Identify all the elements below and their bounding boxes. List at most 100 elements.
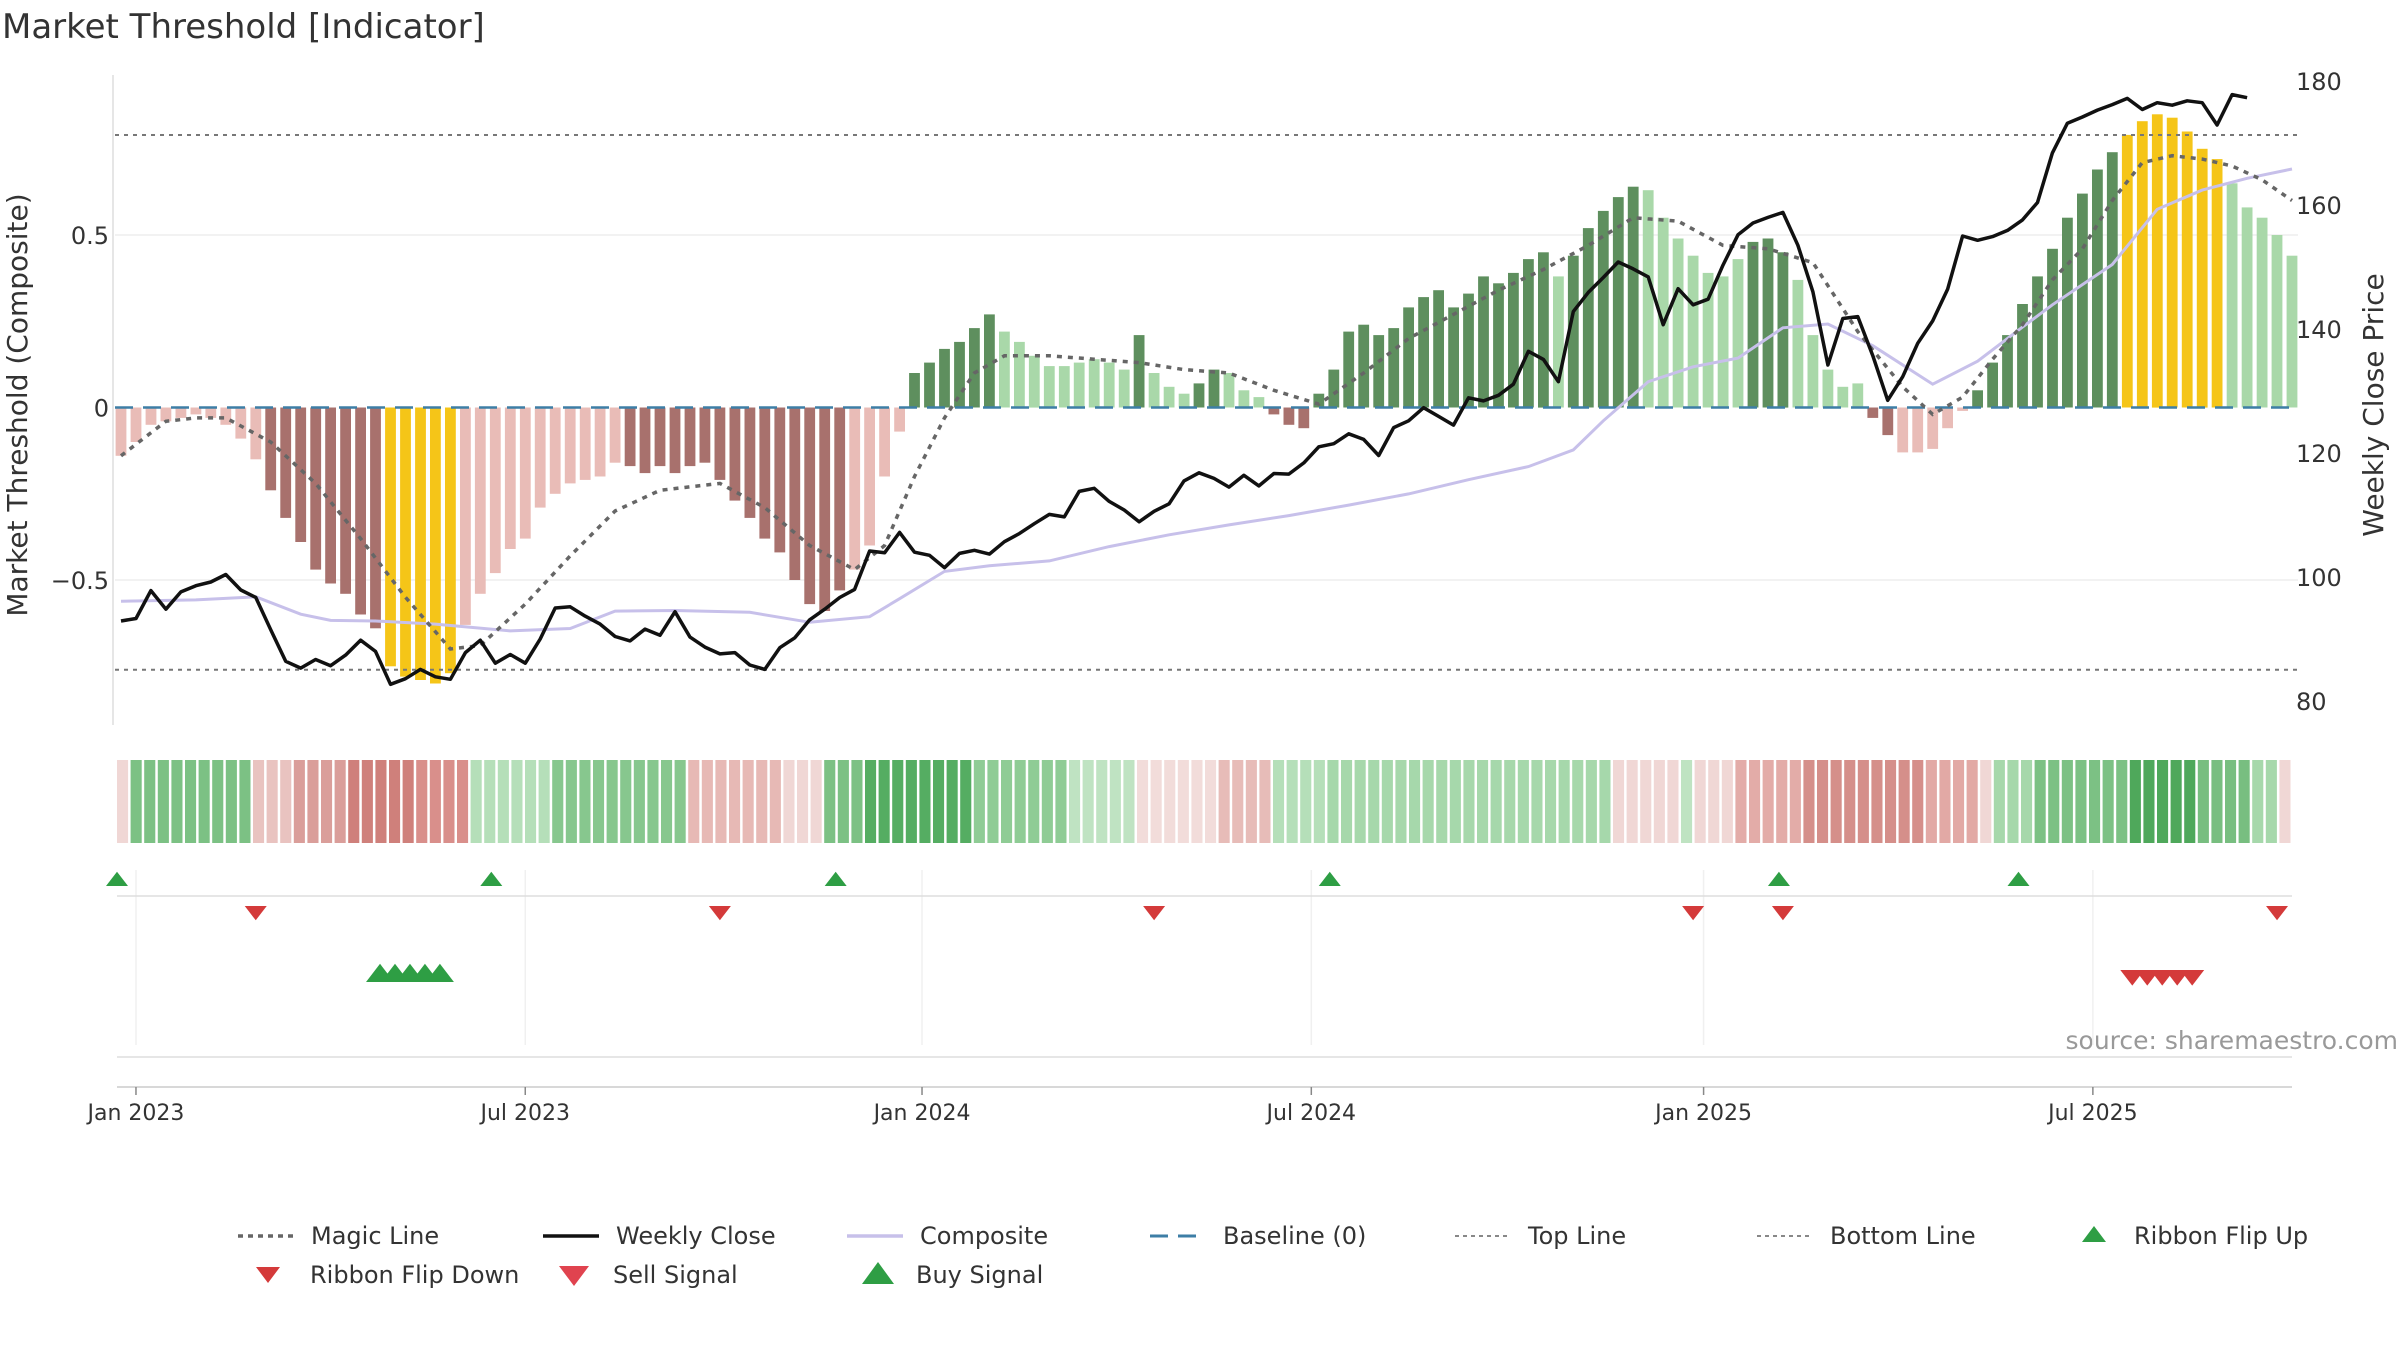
left-tick-label: −0.5 bbox=[51, 567, 109, 595]
ribbon-flip-down-marker bbox=[1143, 906, 1166, 921]
composite-bar bbox=[190, 407, 202, 415]
legend-swatch bbox=[862, 1262, 894, 1284]
ribbon-cell bbox=[1681, 760, 1693, 843]
ribbon-cell bbox=[742, 760, 754, 843]
ribbon-cell bbox=[647, 760, 659, 843]
composite-bar bbox=[1268, 407, 1280, 415]
signal-markers bbox=[106, 871, 2292, 1088]
legend-item: Buy Signal bbox=[862, 1261, 1043, 1289]
ribbon-cell bbox=[1409, 760, 1421, 843]
composite-bar bbox=[1867, 407, 1879, 418]
composite-bar bbox=[400, 407, 411, 677]
ribbon-cell bbox=[579, 760, 591, 843]
ribbon-cell bbox=[620, 760, 632, 843]
ribbon-cell bbox=[1354, 760, 1366, 843]
composite-bar bbox=[864, 407, 875, 546]
legend-item: Bottom Line bbox=[1757, 1222, 1976, 1250]
composite-bar bbox=[1957, 407, 1968, 411]
legend-label: Buy Signal bbox=[916, 1261, 1043, 1289]
ribbon-cell bbox=[130, 760, 142, 843]
ribbon-cell bbox=[402, 760, 414, 843]
ribbon-cell bbox=[552, 760, 564, 843]
composite-bar bbox=[804, 407, 816, 605]
ribbon-cell bbox=[1966, 760, 1978, 843]
ribbon-cell bbox=[2238, 760, 2250, 843]
ribbon-cell bbox=[2252, 760, 2264, 843]
left-axis-label: Market Threshold (Composite) bbox=[1, 193, 34, 616]
ribbon-cell bbox=[946, 760, 958, 843]
ribbon-cell bbox=[1694, 760, 1706, 843]
ribbon-cell bbox=[361, 760, 373, 843]
composite-bar bbox=[1777, 252, 1789, 408]
composite-bar bbox=[130, 407, 142, 442]
ribbon-cell bbox=[2102, 760, 2114, 843]
composite-bar bbox=[1253, 397, 1265, 408]
composite-bar bbox=[1223, 373, 1235, 408]
ribbon-cell bbox=[2129, 760, 2141, 843]
composite-bar bbox=[1313, 393, 1325, 408]
ribbon-flip-up-marker bbox=[824, 871, 847, 886]
ribbon-cell bbox=[1531, 760, 1543, 843]
composite-bar bbox=[2241, 207, 2253, 408]
ribbon-cell bbox=[212, 760, 224, 843]
ribbon-cell bbox=[2225, 760, 2237, 843]
composite-bar bbox=[1328, 369, 1340, 408]
ribbon-cell bbox=[2089, 760, 2101, 843]
composite-bar bbox=[2151, 114, 2163, 408]
ribbon-cell bbox=[1667, 760, 1679, 843]
composite-bar bbox=[1627, 186, 1639, 408]
composite-bar bbox=[265, 407, 277, 491]
ribbon-cell bbox=[2048, 760, 2060, 843]
composite-bar bbox=[2121, 134, 2133, 408]
ribbon-cell bbox=[375, 760, 387, 843]
ribbon-cell bbox=[1395, 760, 1407, 843]
ribbon-flip-down-marker bbox=[2266, 906, 2289, 921]
ribbon-cell bbox=[729, 760, 741, 843]
composite-bar bbox=[969, 328, 980, 408]
composite-bar bbox=[579, 407, 591, 480]
composite-bar bbox=[1747, 241, 1759, 408]
ribbon-cell bbox=[416, 760, 428, 843]
composite-bar bbox=[489, 407, 501, 574]
line-series bbox=[115, 92, 2298, 687]
composite-bar bbox=[534, 407, 546, 508]
composite-bar bbox=[2196, 148, 2208, 408]
legend-label: Top Line bbox=[1527, 1222, 1626, 1250]
ribbon-cell bbox=[1123, 760, 1135, 843]
legend-label: Sell Signal bbox=[613, 1261, 738, 1289]
ribbon-cell bbox=[538, 760, 550, 843]
ribbon-flip-down-marker bbox=[1771, 906, 1794, 921]
composite-bar bbox=[954, 341, 965, 408]
ribbon-cell bbox=[2279, 760, 2291, 843]
ribbon-cell bbox=[1001, 760, 1013, 843]
ribbon-cell bbox=[1885, 760, 1897, 843]
ribbon-cell bbox=[1300, 760, 1312, 843]
composite-bar bbox=[145, 407, 157, 425]
composite-bar bbox=[1373, 335, 1385, 408]
composite-bar bbox=[1343, 331, 1355, 408]
ribbon-flip-up-marker bbox=[106, 871, 128, 886]
composite-bar bbox=[1612, 197, 1624, 408]
composite-bar bbox=[2271, 235, 2283, 408]
right-tick-label: 100 bbox=[2296, 564, 2342, 592]
ribbon-cell bbox=[1925, 760, 1937, 843]
composite-bar bbox=[1807, 335, 1819, 408]
ribbon-cell bbox=[1817, 760, 1829, 843]
ribbon-cell bbox=[1871, 760, 1883, 843]
ribbon-cell bbox=[1150, 760, 1162, 843]
composite-bar bbox=[1028, 355, 1040, 408]
ribbon-cell bbox=[674, 760, 686, 843]
ribbon-cell bbox=[1708, 760, 1720, 843]
ribbon-cell bbox=[865, 760, 877, 843]
right-tick-label: 160 bbox=[2296, 192, 2342, 220]
composite-bar bbox=[1088, 359, 1100, 408]
composite-bar bbox=[1358, 324, 1370, 408]
composite-bar bbox=[2032, 276, 2043, 408]
ribbon-cell bbox=[1422, 760, 1434, 843]
chart-title: Market Threshold [Indicator] bbox=[2, 7, 485, 47]
ribbon-cell bbox=[1041, 760, 1053, 843]
ribbon-cell bbox=[1096, 760, 1108, 843]
x-tick-label: Jan 2025 bbox=[1653, 1101, 1752, 1126]
ribbon-cell bbox=[1803, 760, 1815, 843]
composite-bar bbox=[879, 407, 890, 477]
